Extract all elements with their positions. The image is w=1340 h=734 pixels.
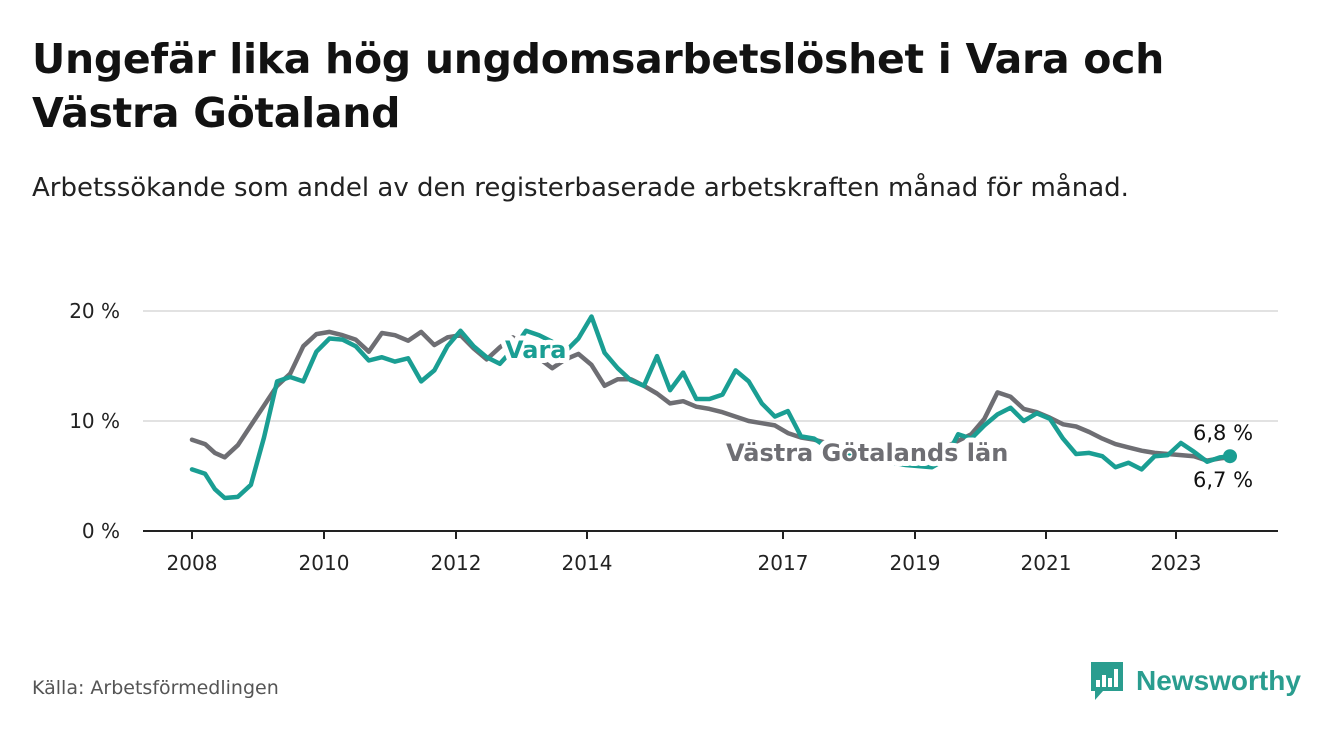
x-tick-label: 2019 <box>890 551 941 575</box>
series-label-vastra-gotaland: Västra Götalands län <box>726 439 1008 467</box>
end-value-vara: 6,8 % <box>1193 421 1253 445</box>
series-labels: Vara Västra Götalands län 6,8 % 6,7 % <box>500 331 1253 492</box>
newsworthy-logo-icon <box>1091 662 1123 700</box>
x-tick-label: 2008 <box>167 551 218 575</box>
brand-logo[interactable]: Newsworthy <box>1088 660 1301 702</box>
chart-subtitle: Arbetssökande som andel av den registerb… <box>32 173 1129 203</box>
x-tick-label: 2023 <box>1151 551 1202 575</box>
end-point-marker <box>1223 449 1237 464</box>
y-axis-labels: 0 % 10 % 20 % <box>69 299 120 543</box>
y-tick-label: 20 % <box>69 299 120 323</box>
grid-lines <box>143 310 1278 422</box>
x-tick-label: 2014 <box>562 551 613 575</box>
brand-name: Newsworthy <box>1136 665 1301 696</box>
series-line-vara <box>189 314 1233 501</box>
source-note: Källa: Arbetsförmedlingen <box>32 677 279 699</box>
x-tick-label: 2012 <box>431 551 482 575</box>
x-tick-label: 2017 <box>758 551 809 575</box>
y-tick-label: 0 % <box>82 519 120 543</box>
series-label-vara: Vara <box>505 336 567 364</box>
series-line-vastra-gotaland <box>189 329 1233 463</box>
x-tick-label: 2010 <box>299 551 350 575</box>
x-axis: 2008 2010 2012 2014 2017 2019 2021 2023 <box>143 530 1278 575</box>
end-value-vastra-gotaland: 6,7 % <box>1193 468 1253 492</box>
y-tick-label: 10 % <box>69 409 120 433</box>
series-lines <box>189 314 1237 501</box>
chart-title: Ungefär lika hög ungdomsarbetslöshet i V… <box>32 35 1165 137</box>
x-tick-label: 2021 <box>1021 551 1072 575</box>
